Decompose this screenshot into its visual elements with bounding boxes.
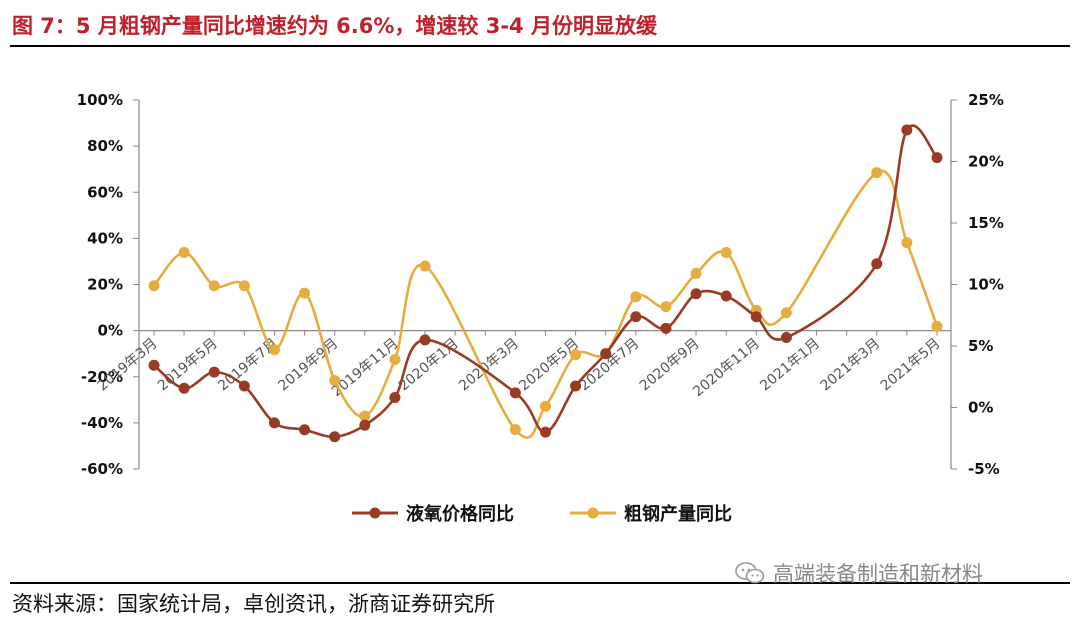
- left-tick-label: -60%: [81, 460, 123, 478]
- data-point-oxygen-price-yoy: [720, 290, 732, 302]
- data-point-crude-steel-output-yoy: [238, 280, 250, 292]
- data-point-crude-steel-output-yoy: [148, 280, 160, 292]
- data-point-crude-steel-output-yoy: [780, 307, 792, 319]
- left-tick-label: 80%: [87, 137, 123, 155]
- data-point-crude-steel-output-yoy: [389, 354, 401, 366]
- legend-label-oxygen-price-yoy: 液氧价格同比: [406, 503, 514, 525]
- wechat-icon: [735, 562, 765, 584]
- data-point-oxygen-price-yoy: [208, 366, 220, 378]
- x-tick-label: 2020年3月: [456, 335, 522, 394]
- left-tick-label: 20%: [87, 276, 123, 294]
- x-tick-label: 2021年1月: [757, 335, 823, 394]
- line-chart: 100% 80% 60% 40% 20% 0% -20% -40% -60% 25% 20% 15% 1…: [77, 91, 1004, 525]
- data-point-crude-steel-output-yoy: [660, 301, 672, 313]
- series-line-oxygen-price-yoy: [153, 124, 939, 439]
- left-tick-label: 60%: [87, 183, 123, 201]
- right-tick-label: 15%: [968, 214, 1004, 232]
- legend-marker-crude-steel-output-yoy: [587, 507, 599, 519]
- data-point-crude-steel-output-yoy: [690, 267, 702, 279]
- data-point-oxygen-price-yoy: [600, 348, 612, 360]
- data-point-oxygen-price-yoy: [419, 334, 431, 346]
- right-tick-label: 20%: [968, 153, 1004, 171]
- right-tick-label: 0%: [968, 399, 993, 417]
- left-tick-label: -40%: [81, 414, 123, 432]
- x-tick-label: 2020年11月: [690, 335, 763, 400]
- chart-legend: 液氧价格同比 粗钢产量同比: [352, 503, 732, 525]
- data-point-oxygen-price-yoy: [540, 426, 551, 438]
- data-point-crude-steel-output-yoy: [208, 280, 220, 292]
- data-point-oxygen-price-yoy: [931, 152, 943, 164]
- data-point-crude-steel-output-yoy: [931, 320, 943, 332]
- data-point-oxygen-price-yoy: [359, 419, 371, 431]
- x-tick-label: 2020年7月: [577, 335, 643, 394]
- right-tick-label: 25%: [968, 91, 1004, 109]
- series-line-crude-steel-output-yoy: [152, 169, 939, 439]
- data-point-oxygen-price-yoy: [178, 382, 190, 394]
- data-point-crude-steel-output-yoy: [268, 344, 280, 356]
- data-point-oxygen-price-yoy: [690, 288, 702, 300]
- data-point-oxygen-price-yoy: [238, 380, 250, 392]
- data-point-oxygen-price-yoy: [780, 332, 792, 344]
- data-point-crude-steel-output-yoy: [359, 410, 371, 422]
- data-point-crude-steel-output-yoy: [901, 237, 913, 249]
- left-tick-label: -20%: [81, 368, 123, 386]
- data-point-crude-steel-output-yoy: [871, 167, 883, 179]
- right-tick-label: 10%: [968, 276, 1004, 294]
- data-point-oxygen-price-yoy: [901, 124, 913, 136]
- source-note: 资料来源：国家统计局，卓创资讯，浙商证券研究所: [12, 592, 495, 616]
- data-point-crude-steel-output-yoy: [509, 424, 521, 436]
- data-point-oxygen-price-yoy: [871, 258, 883, 270]
- left-tick-label: 40%: [87, 229, 123, 247]
- data-point-crude-steel-output-yoy: [720, 247, 732, 259]
- data-point-oxygen-price-yoy: [660, 322, 672, 334]
- data-point-oxygen-price-yoy: [148, 359, 160, 371]
- left-tick-label: 100%: [77, 91, 123, 109]
- legend-label-crude-steel-output-yoy: 粗钢产量同比: [624, 503, 732, 525]
- data-point-oxygen-price-yoy: [389, 392, 401, 404]
- right-tick-label: -5%: [968, 460, 1000, 478]
- data-point-oxygen-price-yoy: [329, 431, 341, 443]
- data-point-crude-steel-output-yoy: [178, 247, 190, 259]
- data-point-oxygen-price-yoy: [750, 311, 762, 323]
- x-tick-label: 2021年3月: [817, 335, 883, 394]
- data-point-crude-steel-output-yoy: [299, 287, 311, 299]
- data-point-oxygen-price-yoy: [570, 380, 582, 392]
- legend-marker-oxygen-price-yoy: [369, 507, 381, 519]
- data-point-crude-steel-output-yoy: [419, 260, 431, 272]
- bottom-divider: [10, 582, 1070, 584]
- data-point-crude-steel-output-yoy: [540, 400, 551, 412]
- left-tick-label: 0%: [98, 322, 123, 340]
- data-point-oxygen-price-yoy: [509, 387, 521, 399]
- data-point-oxygen-price-yoy: [630, 311, 642, 323]
- data-point-crude-steel-output-yoy: [630, 291, 642, 303]
- x-tick-label: 2021年5月: [878, 335, 944, 394]
- watermark-text: 高端装备制造和新材料: [773, 562, 983, 586]
- data-point-crude-steel-output-yoy: [329, 374, 341, 386]
- right-tick-label: 5%: [968, 337, 993, 355]
- data-point-oxygen-price-yoy: [268, 417, 280, 429]
- watermark: 高端装备制造和新材料: [735, 558, 983, 588]
- top-divider: [10, 45, 1070, 47]
- data-point-oxygen-price-yoy: [299, 424, 311, 436]
- chart-title: 图 7：5 月粗钢产量同比增速约为 6.6%，增速较 3-4 月份明显放缓: [12, 14, 657, 38]
- data-point-crude-steel-output-yoy: [570, 349, 582, 361]
- chart-series: [148, 124, 943, 443]
